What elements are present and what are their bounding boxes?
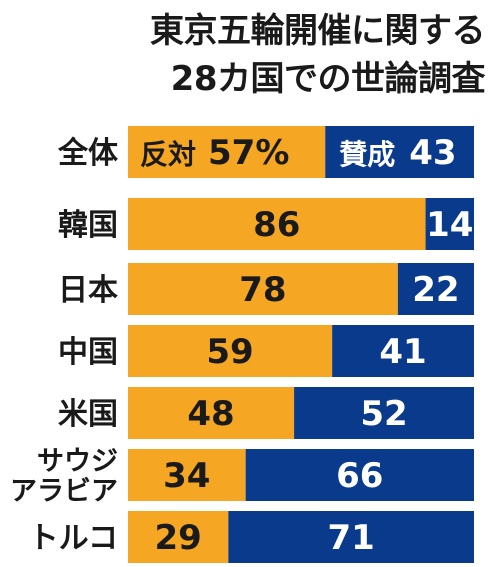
bar-oppose (128, 387, 295, 439)
bar-oppose (128, 325, 333, 377)
bar-support (228, 511, 474, 563)
bar-support (332, 325, 474, 377)
value-label-support: 52 (360, 394, 407, 434)
bar-oppose (128, 126, 326, 178)
category-label: 日本 (58, 273, 118, 308)
value-label-support: 71 (328, 518, 375, 558)
category-label: サウジアラビア (10, 446, 118, 507)
value-label-oppose: 29 (155, 518, 202, 558)
value-label-oppose: 59 (206, 332, 253, 372)
bar-oppose (128, 263, 398, 315)
bar-support (294, 387, 474, 439)
value-label-oppose: 86 (253, 205, 300, 245)
category-label: トルコ (29, 521, 118, 556)
value-label-oppose: 78 (239, 270, 286, 310)
value-label-support: 41 (379, 332, 426, 372)
category-label: 全体 (57, 136, 119, 171)
bar-oppose (128, 449, 246, 501)
chart-title-line-2: 28カ国での世論調査 (170, 59, 486, 99)
value-label-oppose: 48 (187, 394, 234, 434)
chart-title-line-1: 東京五輪開催に関する (150, 11, 486, 51)
value-label-support: 22 (412, 270, 459, 310)
bar-oppose (128, 198, 426, 250)
bar-support (245, 449, 474, 501)
bar-support (425, 198, 474, 250)
bar-support (397, 263, 474, 315)
value-label-support: 14 (426, 205, 473, 245)
category-label: 韓国 (58, 208, 118, 243)
bar-oppose (128, 511, 229, 563)
legend-oppose-label: 反対 57% (140, 133, 289, 173)
value-label-oppose: 34 (163, 456, 210, 496)
legend-support-label: 賛成 43 (339, 133, 456, 173)
bar-support (325, 126, 474, 178)
category-label: 中国 (58, 335, 118, 370)
value-label-support: 66 (336, 456, 383, 496)
category-label: 米国 (58, 397, 118, 432)
